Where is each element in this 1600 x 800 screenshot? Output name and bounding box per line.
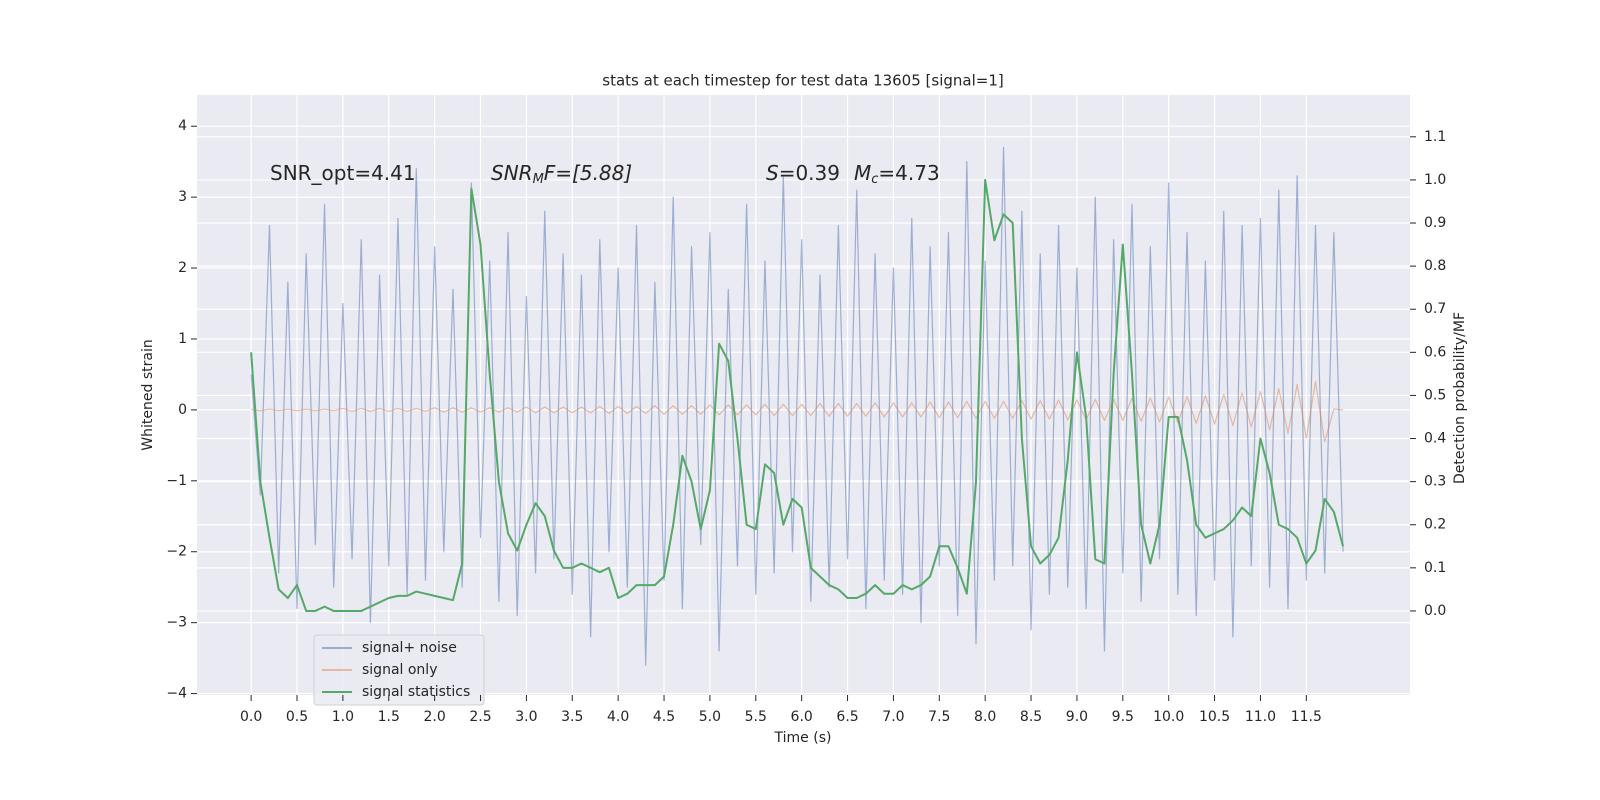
x-tick-label: 0.0 <box>240 709 262 725</box>
annotation-text: S <box>766 161 779 185</box>
x-tick-label: 6.5 <box>836 709 858 725</box>
y2-tick-label: 0.0 <box>1424 603 1446 619</box>
annotation: SNR_opt=4.41 <box>270 161 416 185</box>
y-tick-label: 4 <box>178 118 187 134</box>
x-tick-label: 6.0 <box>791 709 813 725</box>
x-tick-label: 1.0 <box>332 709 354 725</box>
x-tick-label: 5.0 <box>699 709 721 725</box>
y-tick-label: −1 <box>166 473 187 489</box>
x-tick-label: 8.0 <box>974 709 996 725</box>
y-tick-label: −4 <box>166 686 187 702</box>
y-tick-label: −3 <box>166 615 187 631</box>
annotation: SNRMF=[5.88] <box>491 161 632 187</box>
x-tick-label: 11.0 <box>1245 709 1276 725</box>
legend-label: signal+ noise <box>362 640 457 656</box>
x-tick-label: 9.0 <box>1066 709 1088 725</box>
annotation-text: =4.73 <box>878 161 939 185</box>
y-axis-label: Whitened strain <box>140 339 156 450</box>
x-tick-label: 4.0 <box>607 709 629 725</box>
annotation-text: =0.39 <box>779 161 840 185</box>
x-tick-label: 7.5 <box>928 709 950 725</box>
x-tick-label: 10.0 <box>1153 709 1184 725</box>
marks <box>250 146 1344 666</box>
y2-tick-label: 0.5 <box>1424 387 1446 403</box>
x-tick-label: 5.5 <box>745 709 767 725</box>
x-tick-label: 2.5 <box>469 709 491 725</box>
y-tick-label: 3 <box>178 189 187 205</box>
x-tick-label: 11.5 <box>1291 709 1322 725</box>
annotation-text: M <box>533 172 544 187</box>
y2-tick-label: 0.3 <box>1424 474 1446 490</box>
y-tick-label: −2 <box>166 544 187 560</box>
x-tick-label: 4.5 <box>653 709 675 725</box>
x-tick-label: 8.5 <box>1020 709 1042 725</box>
annotation-text: SNR <box>491 161 533 185</box>
x-tick-label: 2.0 <box>424 709 446 725</box>
y-tick-label: 0 <box>178 402 187 418</box>
x-tick-label: 10.5 <box>1199 709 1230 725</box>
legend-label: signal statistics <box>362 684 470 700</box>
annotation-text: F=[5.88] <box>544 161 632 185</box>
grid <box>197 95 1410 695</box>
annotation-text: SNR_opt=4.41 <box>270 161 416 185</box>
x-tick-label: 1.5 <box>378 709 400 725</box>
legend-label: signal only <box>362 662 437 678</box>
x-tick-label: 0.5 <box>286 709 308 725</box>
x-axis-label: Time (s) <box>774 730 832 746</box>
y2-tick-label: 0.1 <box>1424 560 1446 576</box>
chart-title: stats at each timestep for test data 136… <box>602 72 1003 90</box>
legend: signal+ noise signal only signal statistic… <box>313 634 485 706</box>
y2-tick-label: 0.8 <box>1424 258 1446 274</box>
x-tick-label: 7.0 <box>882 709 904 725</box>
legend-box <box>313 634 485 706</box>
x-tick-label: 3.0 <box>515 709 537 725</box>
y2-tick-label: 0.6 <box>1424 344 1446 360</box>
y2-tick-label: 0.9 <box>1424 215 1446 231</box>
y-tick-label: 1 <box>178 331 187 347</box>
y2-tick-label: 0.2 <box>1424 517 1446 533</box>
annotation: S=0.39 Mc=4.73 <box>766 161 940 187</box>
y2-tick-label: 1.1 <box>1424 129 1446 145</box>
y2-axis-label: Detection probability/MF <box>1452 312 1468 484</box>
y2-tick-label: 0.7 <box>1424 301 1446 317</box>
x-tick-label: 9.5 <box>1112 709 1134 725</box>
series-line <box>251 380 1344 443</box>
annotation-text: c <box>871 172 878 187</box>
y2-tick-label: 1.0 <box>1424 172 1446 188</box>
annotation-text: M <box>854 161 871 185</box>
y2-tick-label: 0.4 <box>1424 431 1446 447</box>
series-line <box>250 178 1344 612</box>
y-tick-label: 2 <box>178 260 187 276</box>
x-tick-label: 3.5 <box>561 709 583 725</box>
